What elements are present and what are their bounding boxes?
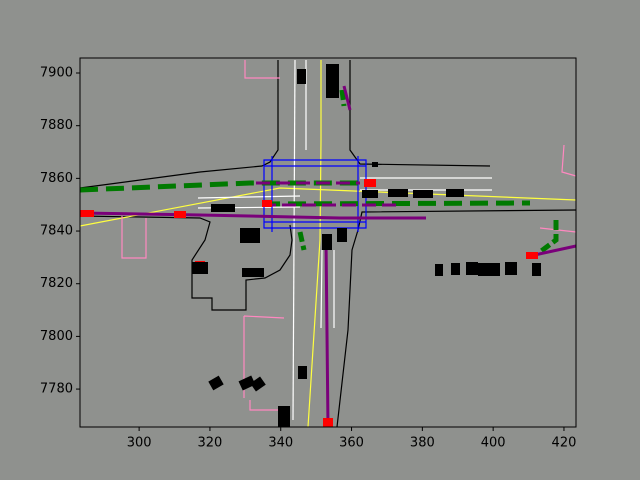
x-tick-label: 340 [268, 436, 293, 451]
y-tick-label: 7860 [40, 171, 73, 186]
intersection [263, 156, 367, 232]
y-tick-label: 7820 [40, 276, 73, 291]
crosswalk [121, 60, 577, 411]
x-tick-label: 380 [410, 436, 435, 451]
x-tick-label: 320 [198, 436, 223, 451]
x-tick-label: 360 [339, 436, 364, 451]
scene [79, 59, 577, 428]
vehicle [192, 64, 541, 427]
x-tick-label: 420 [552, 436, 577, 451]
road-edge [336, 209, 577, 428]
y-tick-label: 7880 [40, 118, 73, 133]
y-tick-label: 7780 [40, 382, 73, 397]
plot-frame [79, 57, 577, 428]
lane-center [307, 60, 322, 428]
y-tick-label: 7900 [40, 66, 73, 81]
lane-line [292, 59, 296, 421]
x-tick-label: 300 [127, 436, 152, 451]
lane-line [320, 249, 335, 329]
y-tick-label: 7800 [40, 329, 73, 344]
planned-path [297, 89, 559, 254]
x-tick-label: 400 [481, 436, 506, 451]
trajectory [79, 211, 426, 220]
road-edge [79, 60, 279, 189]
road-edge [79, 215, 293, 311]
trajectory [256, 181, 400, 207]
y-tick-label: 7840 [40, 224, 73, 239]
lane-line [197, 177, 492, 209]
